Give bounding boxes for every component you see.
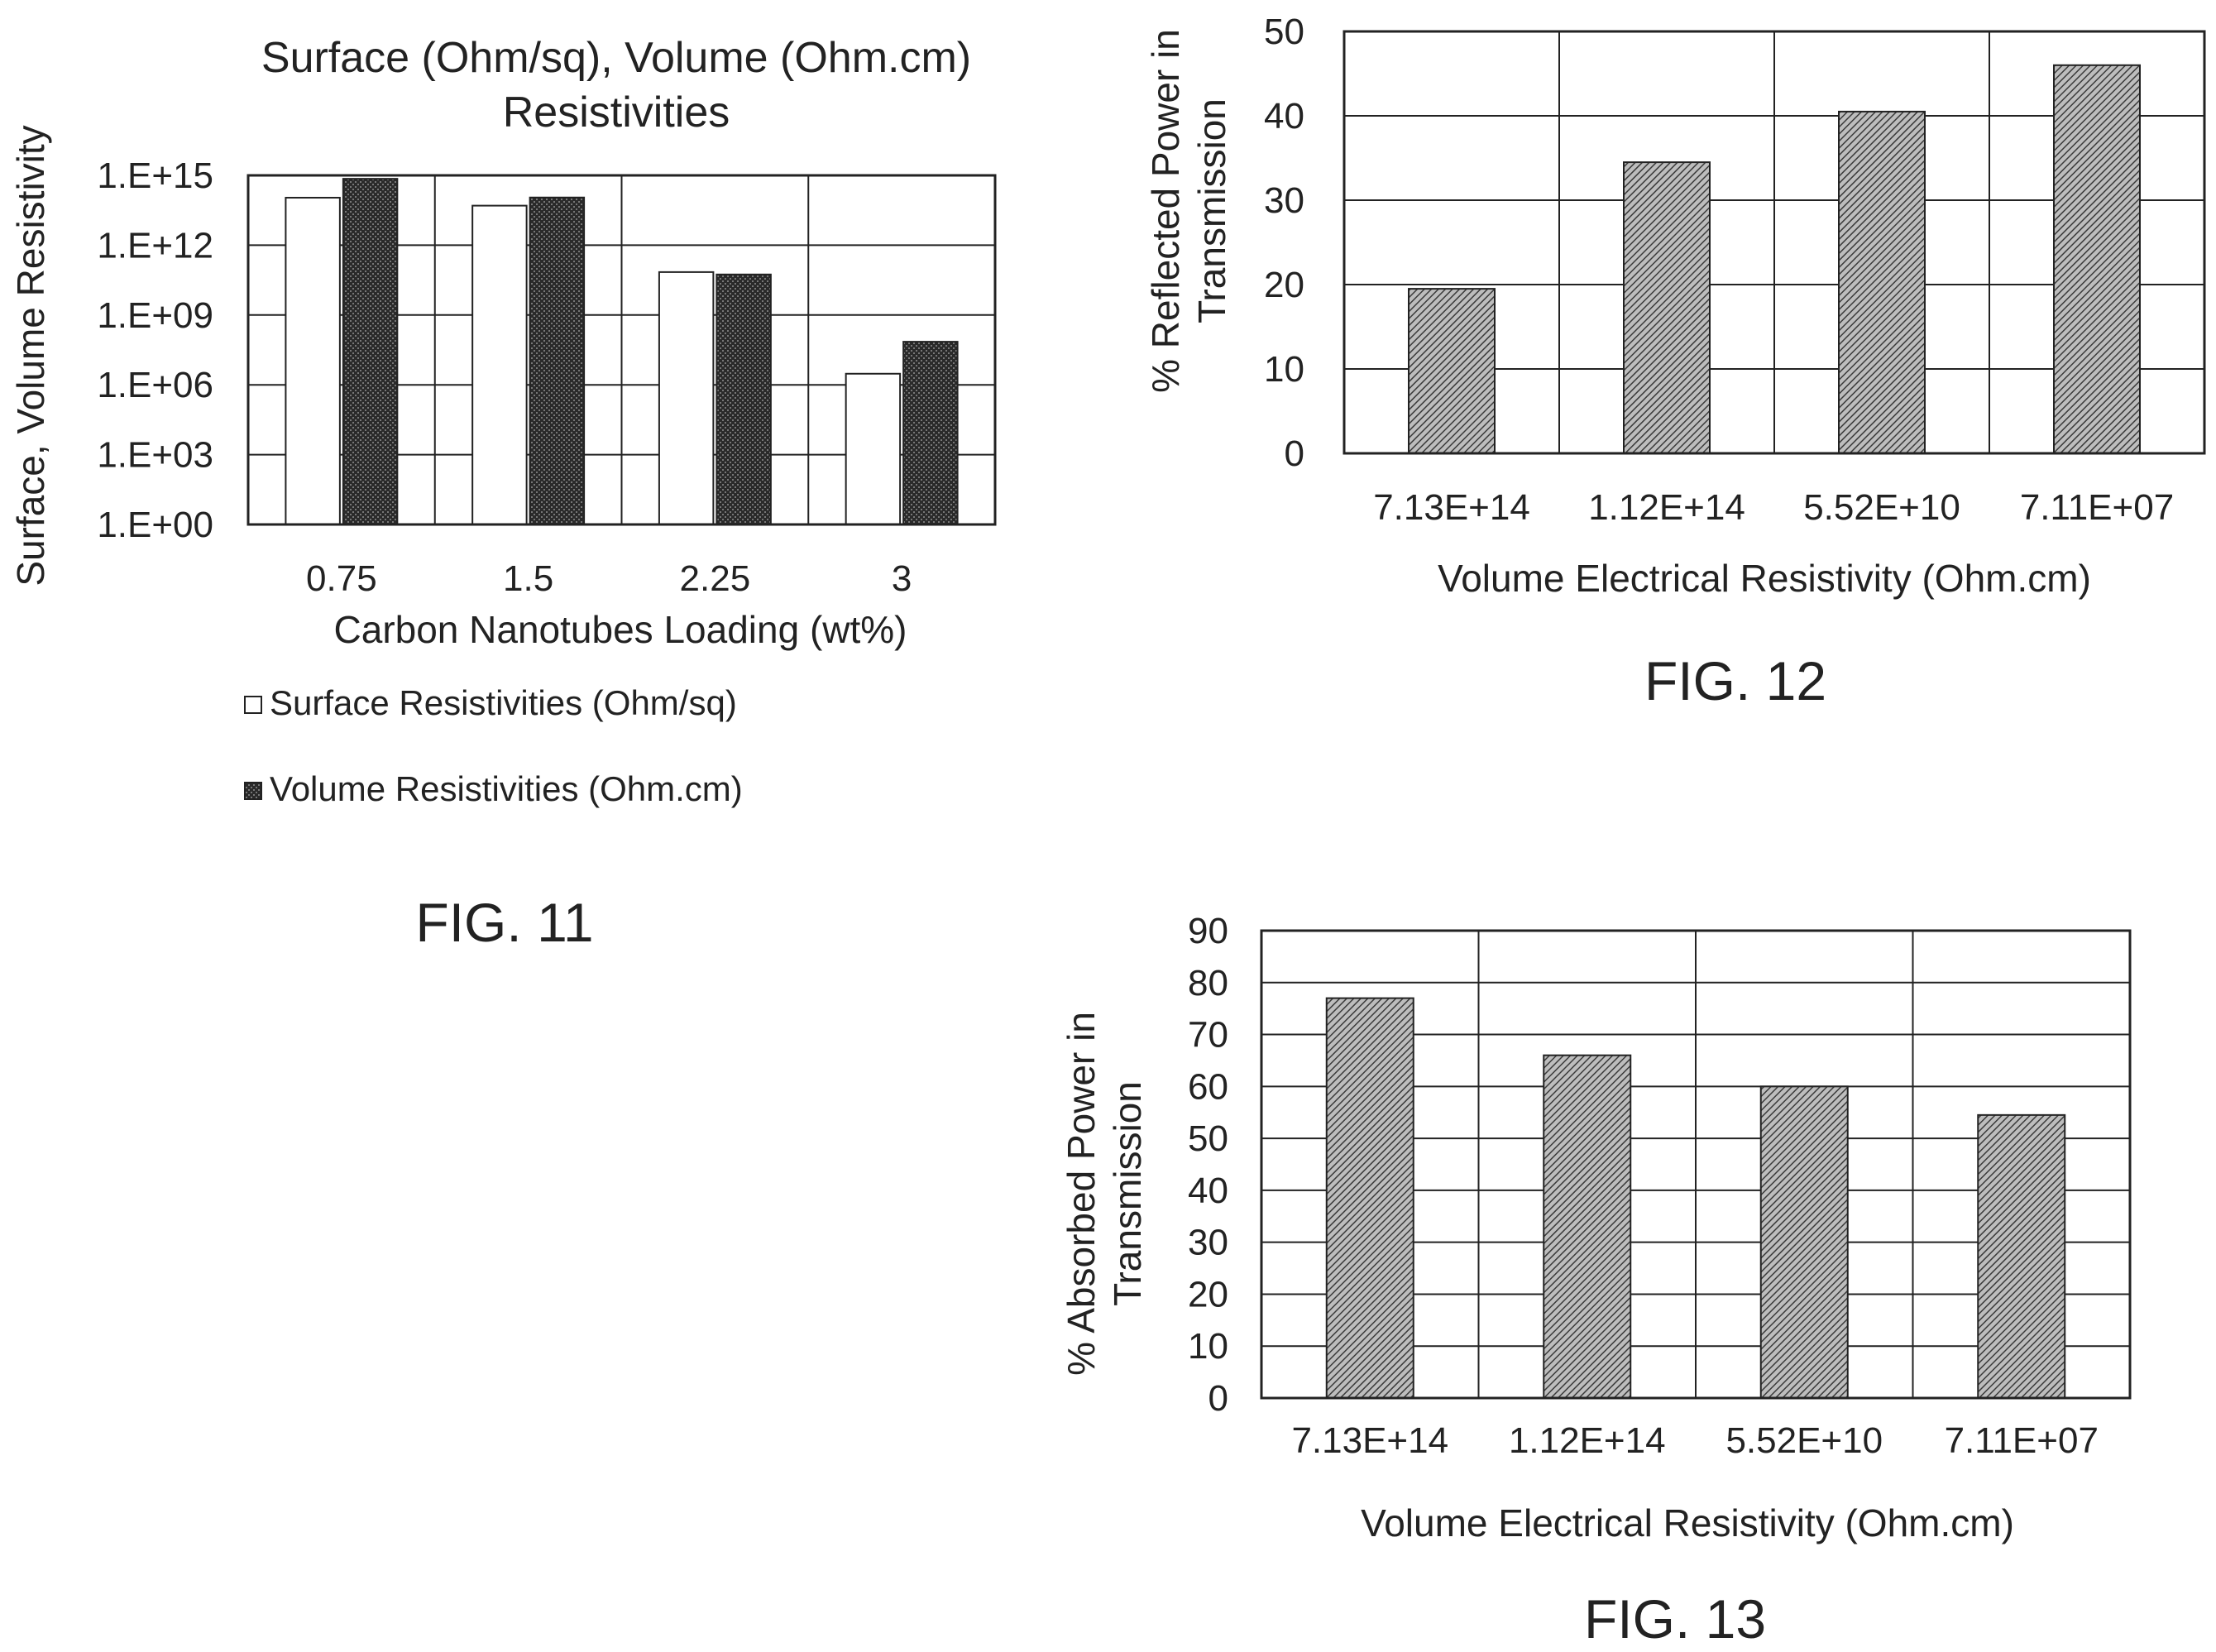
fig13-plot-frame bbox=[1260, 929, 2132, 1400]
fig12-x-tick-label: 5.52E+10 bbox=[1803, 487, 1960, 528]
fig11-figure-label: FIG. 11 bbox=[415, 892, 593, 953]
fig11-bar-volume bbox=[902, 341, 959, 525]
legend-swatch-volume bbox=[244, 782, 262, 800]
fig13-x-tick-label: 7.11E+07 bbox=[1945, 1420, 2099, 1461]
fig11-bar-volume bbox=[716, 273, 772, 525]
fig13-figure-label: FIG. 13 bbox=[1584, 1588, 1766, 1650]
fig11-bar-surface bbox=[285, 196, 341, 526]
fig11-title-line-1: Surface (Ohm/sq), Volume (Ohm.cm) bbox=[261, 34, 971, 82]
fig13-y-tick-label: 0 bbox=[1209, 1378, 1228, 1419]
fig11-plot-area: 1.E+00 1.E+03 1.E+06 1.E+09 1.E+12 1.E+15 0.75… bbox=[97, 156, 997, 599]
fig13-y-tick-label: 20 bbox=[1188, 1274, 1228, 1314]
fig12-y-tick-label: 30 bbox=[1264, 180, 1304, 221]
legend-label-surface: Surface Resistivities (Ohm/sq) bbox=[270, 683, 737, 722]
fig11-chart: Surface (Ohm/sq), Volume (Ohm.cm) Resist… bbox=[9, 34, 997, 953]
fig11-y-tick-label: 1.E+03 bbox=[97, 435, 213, 476]
fig11-y-tick-label: 1.E+06 bbox=[97, 365, 213, 405]
fig13-bar bbox=[1543, 1054, 1632, 1399]
fig12-x-tick-label: 1.12E+14 bbox=[1588, 487, 1745, 528]
fig13-chart: % Absorbed Power in Transmission 0 10 20 30… bbox=[1060, 911, 2132, 1650]
fig11-y-tick-label: 1.E+09 bbox=[97, 295, 213, 336]
fig13-x-tick-label: 7.13E+14 bbox=[1291, 1420, 1448, 1461]
fig12-bar bbox=[1838, 110, 1926, 454]
fig12-y-tick-label: 20 bbox=[1264, 265, 1304, 305]
fig12-x-axis-label: Volume Electrical Resistivity (Ohm.cm) bbox=[1438, 557, 2091, 600]
fig12-x-tick-label: 7.13E+14 bbox=[1373, 487, 1530, 528]
fig13-plot-area: 0 10 20 30 40 50 60 70 80 90 7.13E+14 1.12E+14 5.52E… bbox=[1188, 911, 2132, 1461]
fig11-y-axis-label: Surface, Volume Resistivity bbox=[9, 125, 52, 586]
fig12-y-axis-label-line-1: % Reflected Power in bbox=[1144, 29, 1187, 393]
fig12-x-tick-label: 7.11E+07 bbox=[2020, 487, 2174, 528]
fig11-y-tick-label: 1.E+00 bbox=[97, 505, 213, 545]
fig13-y-tick-label: 30 bbox=[1188, 1223, 1228, 1263]
legend-swatch-surface bbox=[244, 696, 262, 714]
fig13-y-tick-label: 10 bbox=[1188, 1326, 1228, 1367]
fig12-plot-frame bbox=[1343, 30, 2206, 455]
fig12-bar bbox=[2053, 64, 2141, 455]
fig11-y-tick-label: 1.E+12 bbox=[97, 225, 213, 266]
fig12-y-tick-label: 10 bbox=[1264, 349, 1304, 390]
fig11-bar-volume bbox=[529, 196, 586, 526]
fig13-x-tick-label: 1.12E+14 bbox=[1509, 1420, 1666, 1461]
fig12-y-axis-label-line-2: Transmission bbox=[1190, 98, 1233, 323]
fig12-figure-label: FIG. 12 bbox=[1644, 650, 1826, 711]
fig13-y-axis-label-line-1: % Absorbed Power in bbox=[1060, 1012, 1103, 1376]
fig13-y-tick-label: 70 bbox=[1188, 1015, 1228, 1056]
fig13-bar bbox=[1977, 1113, 2066, 1399]
fig11-x-axis-label: Carbon Nanotubes Loading (wt%) bbox=[334, 608, 907, 651]
fig13-bar bbox=[1759, 1085, 1849, 1400]
fig12-plot-area: 0 10 20 30 40 50 7.13E+14 1.12E+14 5.52E+10 7.11E… bbox=[1264, 12, 2206, 528]
fig13-x-tick-label: 5.52E+10 bbox=[1725, 1420, 1883, 1461]
legend: Surface Resistivities (Ohm/sq) Volume Re… bbox=[244, 683, 743, 808]
fig13-x-axis-label: Volume Electrical Resistivity (Ohm.cm) bbox=[1361, 1501, 2014, 1544]
fig13-y-tick-label: 80 bbox=[1188, 963, 1228, 1003]
fig11-x-tick-label: 0.75 bbox=[306, 558, 377, 599]
fig13-y-tick-label: 60 bbox=[1188, 1066, 1228, 1107]
fig13-y-tick-label: 40 bbox=[1188, 1171, 1228, 1211]
fig11-plot-frame bbox=[246, 174, 997, 526]
fig11-bar-surface bbox=[471, 204, 528, 525]
legend-label-volume: Volume Resistivities (Ohm.cm) bbox=[270, 769, 743, 808]
fig11-title-line-2: Resistivities bbox=[503, 89, 730, 136]
fig13-y-axis-label-line-2: Transmission bbox=[1106, 1081, 1149, 1306]
fig12-y-tick-label: 40 bbox=[1264, 96, 1304, 136]
fig11-x-tick-label: 3 bbox=[892, 558, 912, 599]
fig13-y-tick-label: 50 bbox=[1188, 1118, 1228, 1159]
fig12-y-tick-label: 0 bbox=[1285, 433, 1304, 474]
fig11-bar-volume bbox=[342, 178, 399, 525]
fig11-bar-surface bbox=[658, 271, 715, 525]
fig12-y-tick-label: 50 bbox=[1264, 12, 1304, 52]
fig12-bar bbox=[1623, 161, 1711, 454]
fig11-x-tick-label: 1.5 bbox=[503, 558, 553, 599]
fig13-y-tick-label: 90 bbox=[1188, 911, 1228, 951]
fig11-bar-surface bbox=[845, 372, 902, 525]
fig11-x-tick-label: 2.25 bbox=[680, 558, 751, 599]
fig12-chart: % Reflected Power in Transmission 0 10 20 3… bbox=[1144, 12, 2206, 711]
fig12-bar bbox=[1408, 288, 1496, 454]
fig13-bar bbox=[1325, 997, 1414, 1399]
fig11-y-tick-label: 1.E+15 bbox=[97, 156, 213, 196]
